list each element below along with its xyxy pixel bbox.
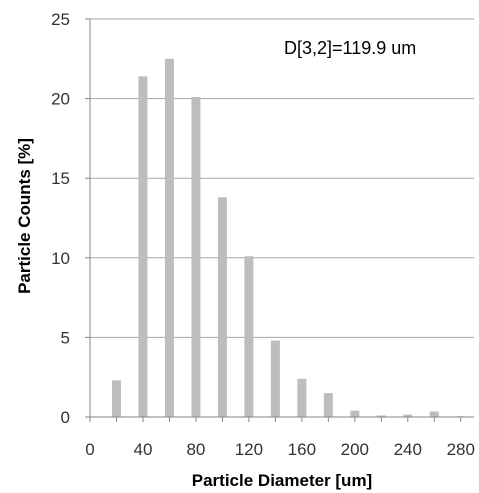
bar (350, 410, 360, 417)
bar (376, 415, 386, 417)
bar (429, 411, 439, 417)
annotation: D[3,2]=119.9 um (284, 38, 416, 58)
bars (111, 58, 466, 418)
x-tick-labels: 0 40 80 120 160 200 240 280 (85, 440, 475, 459)
bar (164, 58, 174, 418)
y-tick-label: 15 (51, 169, 70, 188)
x-tick-label: 120 (235, 440, 263, 459)
x-axis-title: Particle Diameter [um] (192, 471, 372, 490)
y-tick-label: 10 (51, 249, 70, 268)
y-tick-labels: 0 5 10 15 20 25 (51, 10, 70, 427)
bar (191, 97, 201, 418)
x-tick-label: 200 (341, 440, 369, 459)
x-tick-label: 280 (447, 440, 475, 459)
bar (403, 414, 413, 417)
y-axis-title: Particle Counts [%] (15, 138, 34, 294)
bar (138, 76, 148, 417)
axes (85, 18, 474, 422)
x-tick-label: 80 (186, 440, 205, 459)
y-tick-label: 25 (51, 10, 70, 29)
x-tick-label: 40 (134, 440, 153, 459)
bar (297, 378, 307, 417)
bar (217, 197, 227, 417)
y-tick-label: 20 (51, 90, 70, 109)
bar (323, 393, 333, 417)
y-tick-label: 0 (61, 408, 70, 427)
bar (244, 256, 254, 417)
x-tick-label: 160 (288, 440, 316, 459)
bar (270, 340, 280, 417)
bar (111, 380, 121, 417)
x-tick-label: 240 (394, 440, 422, 459)
x-tick-label: 0 (85, 440, 94, 459)
y-tick-label: 5 (61, 328, 70, 347)
